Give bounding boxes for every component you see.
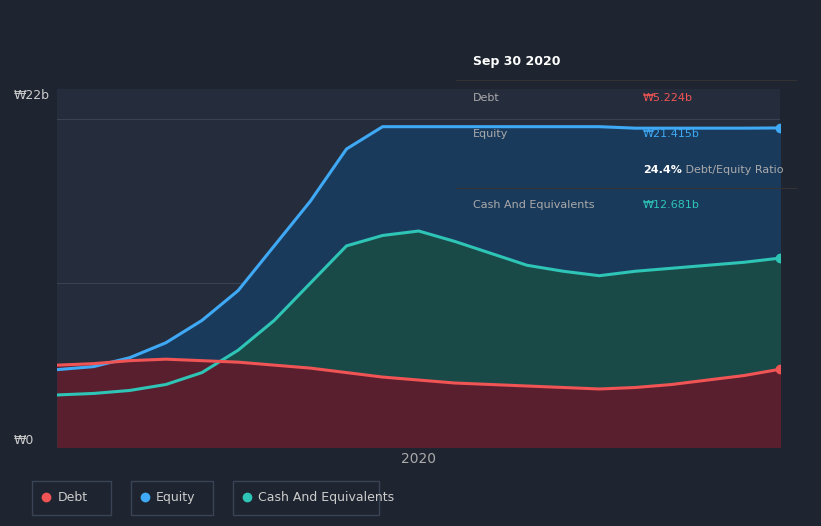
- Text: ₩12.681b: ₩12.681b: [643, 200, 700, 210]
- Text: Debt/Equity Ratio: Debt/Equity Ratio: [682, 165, 784, 175]
- Text: Equity: Equity: [473, 129, 508, 139]
- Text: Sep 30 2020: Sep 30 2020: [473, 55, 560, 68]
- Text: Cash And Equivalents: Cash And Equivalents: [259, 491, 395, 503]
- Text: 24.4%: 24.4%: [643, 165, 682, 175]
- Text: ₩21.415b: ₩21.415b: [643, 129, 700, 139]
- Text: Cash And Equivalents: Cash And Equivalents: [473, 200, 594, 210]
- Text: ₩5.224b: ₩5.224b: [643, 93, 693, 103]
- Text: ₩0: ₩0: [14, 434, 34, 447]
- Text: Equity: Equity: [156, 491, 195, 503]
- Text: Debt: Debt: [473, 93, 499, 103]
- Text: ₩22b: ₩22b: [14, 89, 50, 103]
- Text: Debt: Debt: [57, 491, 88, 503]
